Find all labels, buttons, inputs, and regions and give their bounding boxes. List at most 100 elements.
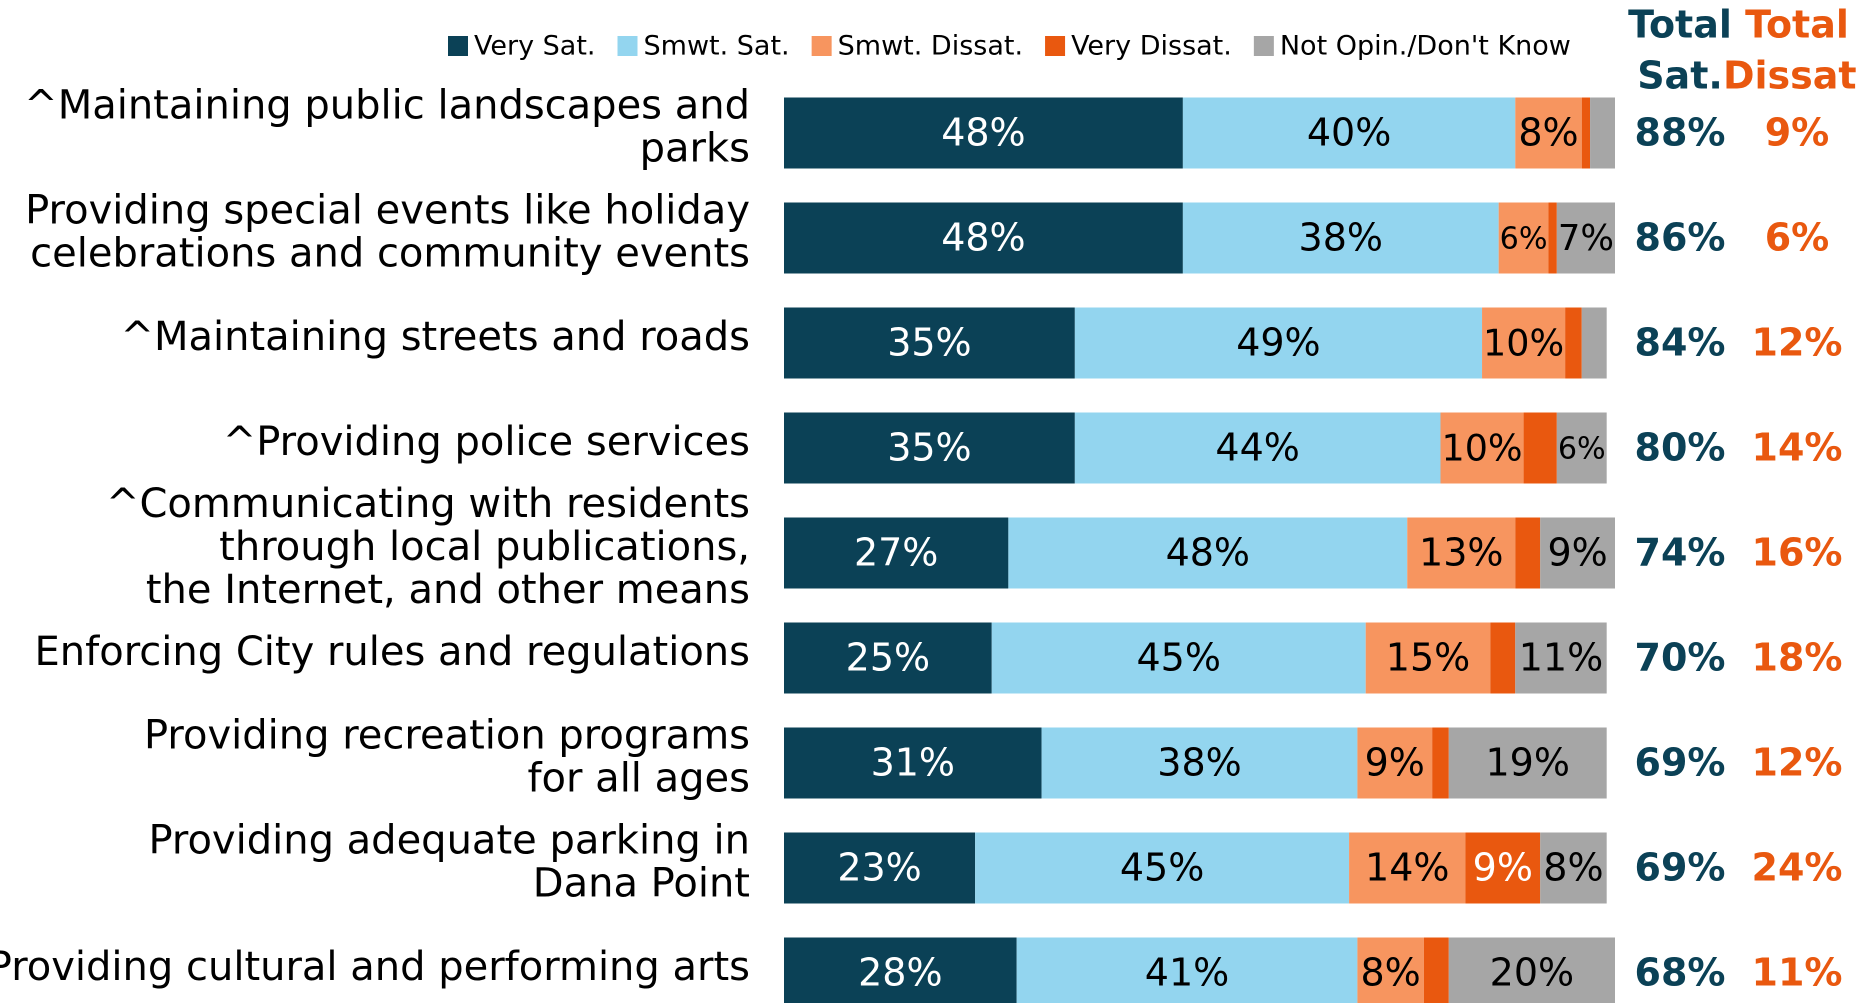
bar-label: 13% <box>1419 531 1503 575</box>
bar-segment <box>1515 517 1541 589</box>
bar-segment <box>1565 307 1582 379</box>
bar-segment <box>975 832 1350 904</box>
bar-label: 14% <box>1365 846 1449 890</box>
bar-segment <box>1581 307 1607 379</box>
bar-label: 38% <box>1157 741 1241 785</box>
bar-label: 41% <box>1145 951 1229 995</box>
total-value: 6% <box>1765 216 1830 260</box>
bar-segment <box>1407 517 1516 589</box>
bar-label: 9% <box>1547 531 1607 575</box>
legend-swatch <box>1253 36 1274 56</box>
bar-segment <box>1074 412 1441 484</box>
bar-segment <box>1515 97 1582 169</box>
bar-label: 8% <box>1360 951 1420 995</box>
bar-segment <box>1423 937 1449 1003</box>
total-value: 80% <box>1635 426 1726 470</box>
bar-segment <box>1182 97 1516 169</box>
bar-segment <box>784 307 1075 379</box>
category-label: ^Maintaining public landscapes and parks <box>24 83 750 172</box>
bar-label: 9% <box>1473 846 1533 890</box>
bar-label: 9% <box>1365 741 1425 785</box>
category-label: ^Maintaining streets and roads <box>120 314 750 360</box>
bar-segment <box>1548 202 1557 274</box>
bar-segment <box>1465 832 1541 904</box>
bar-segment <box>1448 937 1615 1003</box>
bar-label: 10% <box>1442 427 1523 470</box>
bar-segment <box>1540 517 1615 589</box>
bar-label: 8% <box>1518 111 1578 155</box>
bar-segment <box>1498 202 1549 274</box>
bar-label: 48% <box>941 216 1025 260</box>
total-value: 12% <box>1752 321 1843 365</box>
bar-segment <box>1357 727 1433 799</box>
legend-swatch <box>617 36 638 56</box>
total-value: 69% <box>1635 846 1726 890</box>
bar-segment <box>1041 727 1358 799</box>
bar-segment <box>1349 832 1466 904</box>
legend-swatch <box>811 36 832 56</box>
total-value: 70% <box>1635 636 1726 680</box>
total-value: 86% <box>1635 216 1726 260</box>
bar-segment <box>1590 97 1615 169</box>
bar-label: 27% <box>854 531 938 575</box>
bar-segment <box>1440 412 1524 484</box>
bar-label: 48% <box>941 111 1025 155</box>
bar-label: 6% <box>1500 222 1548 257</box>
total-header: Total Dissat. <box>1723 2 1857 97</box>
total-value: 14% <box>1752 426 1843 470</box>
total-value: 88% <box>1635 111 1726 155</box>
legend-label: Smwt. Sat. <box>644 31 790 62</box>
bar-label: 7% <box>1558 218 1614 259</box>
category-label: ^Providing police services <box>223 419 750 465</box>
bar-segment <box>1432 727 1449 799</box>
bar-label: 31% <box>871 741 955 785</box>
bar-segment <box>1482 307 1566 379</box>
bar-label: 8% <box>1543 846 1603 890</box>
legend-label: Very Sat. <box>474 31 596 62</box>
bar-segment <box>1074 307 1483 379</box>
bar-segment <box>784 622 992 694</box>
category-label: Enforcing City rules and regulations <box>35 629 750 675</box>
category-label: ^Communicating with residents through loc… <box>106 481 750 613</box>
legend-swatch <box>448 36 468 56</box>
category-label: Providing cultural and performing arts <box>0 944 750 990</box>
bar-segment <box>1490 622 1516 694</box>
bar-segment <box>1008 517 1408 589</box>
bar-label: 19% <box>1486 741 1570 785</box>
legend-label: Smwt. Dissat. <box>838 31 1023 62</box>
bar-label: 6% <box>1558 432 1606 467</box>
bar-segment <box>1556 412 1607 484</box>
bar-label: 28% <box>858 951 942 995</box>
category-label: Providing recreation programs for all age… <box>144 713 750 802</box>
bar-label: 35% <box>887 426 971 470</box>
bar-segment <box>991 622 1366 694</box>
bar-label: 44% <box>1215 426 1299 470</box>
bar-label: 35% <box>887 321 971 365</box>
total-value: 68% <box>1635 951 1726 995</box>
total-value: 18% <box>1752 636 1843 680</box>
bar-segment <box>1556 202 1615 274</box>
bar-label: 40% <box>1307 111 1391 155</box>
legend-label: Not Opin./Don't Know <box>1280 31 1571 62</box>
legend-label: Very Dissat. <box>1071 31 1232 62</box>
category-label: Providing adequate parking in Dana Point <box>148 818 750 907</box>
bar-label: 20% <box>1490 951 1574 995</box>
total-value: 12% <box>1752 741 1843 785</box>
bar-segment <box>784 412 1075 484</box>
total-value: 9% <box>1765 111 1830 155</box>
bar-segment <box>784 937 1017 1003</box>
bar-segment <box>1540 832 1607 904</box>
total-value: 11% <box>1752 951 1843 995</box>
bar-label: 48% <box>1166 531 1250 575</box>
bar-segment <box>784 832 976 904</box>
bar-segment <box>784 517 1009 589</box>
bar-label: 25% <box>846 636 930 680</box>
total-value: 24% <box>1752 846 1843 890</box>
category-label: Providing special events like holiday cel… <box>25 188 750 277</box>
total-header: Total Sat. <box>1628 2 1732 97</box>
bar-label: 15% <box>1386 636 1470 680</box>
bar-label: 45% <box>1120 846 1204 890</box>
bar-label: 10% <box>1483 322 1564 365</box>
total-value: 16% <box>1752 531 1843 575</box>
